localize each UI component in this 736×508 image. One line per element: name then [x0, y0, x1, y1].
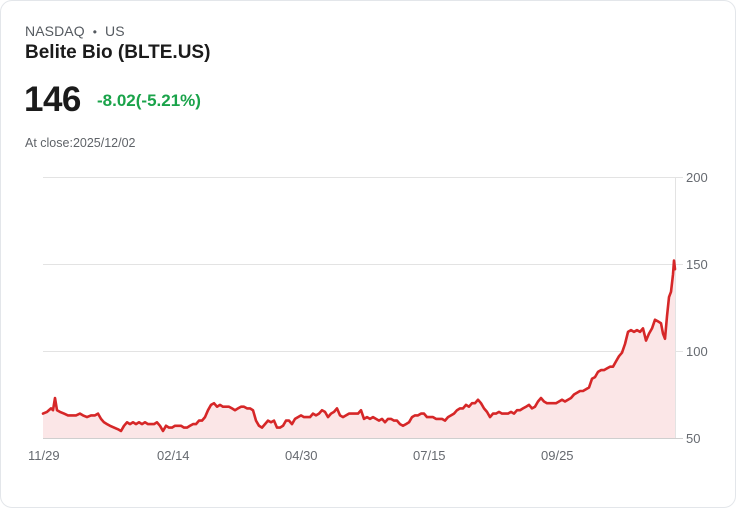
price-change: -8.02(-5.21%)	[97, 91, 201, 110]
market-name: US	[105, 23, 125, 39]
last-price: 146	[24, 80, 81, 119]
stock-title: Belite Bio (BLTE.US)	[25, 42, 211, 63]
exchange-name: NASDAQ	[25, 23, 85, 39]
as-of-line: At close:2025/12/02	[25, 136, 136, 150]
x-axis-ticks: 11/29 02/14 04/30 07/15 09/25	[28, 448, 574, 463]
y-axis-ticks: 200 150 100 50	[686, 170, 708, 446]
as-of-label: At close:	[25, 136, 73, 150]
x-tick-label: 04/30	[285, 448, 318, 463]
x-tick-label: 11/29	[28, 448, 60, 463]
y-tick-label: 200	[686, 170, 708, 185]
as-of-date: 2025/12/02	[72, 136, 136, 150]
y-tick-label: 50	[686, 431, 700, 446]
y-tick-label: 100	[686, 344, 708, 359]
y-tick-label: 150	[686, 257, 708, 272]
price-line	[41, 259, 677, 433]
exchange-line: NASDAQ • US	[25, 23, 125, 39]
x-tick-label: 09/25	[541, 448, 574, 463]
x-tick-label: 02/14	[157, 448, 190, 463]
separator-dot: •	[92, 25, 98, 39]
x-tick-label: 07/15	[413, 448, 446, 463]
chart-gridlines	[43, 177, 683, 439]
price-area-fill	[43, 260, 675, 438]
